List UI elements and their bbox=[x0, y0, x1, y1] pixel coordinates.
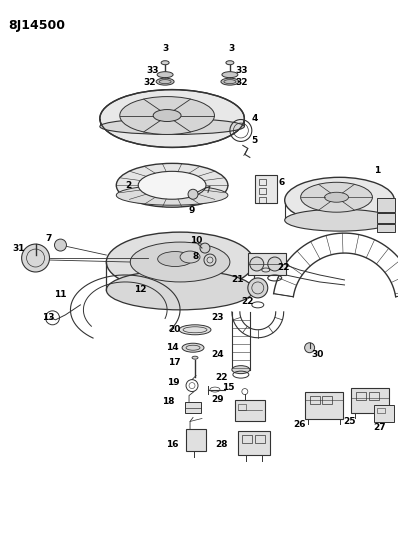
Text: 25: 25 bbox=[343, 417, 356, 426]
Ellipse shape bbox=[221, 78, 239, 85]
Text: 6: 6 bbox=[279, 178, 285, 187]
Text: 27: 27 bbox=[373, 423, 386, 432]
Ellipse shape bbox=[285, 177, 394, 223]
Text: 11: 11 bbox=[54, 290, 67, 300]
Text: 32: 32 bbox=[235, 78, 248, 87]
Text: 2: 2 bbox=[125, 181, 131, 190]
Bar bbox=[356, 392, 366, 400]
Text: 33: 33 bbox=[146, 66, 158, 75]
Text: 22: 22 bbox=[241, 297, 254, 306]
Text: 16: 16 bbox=[166, 440, 178, 449]
Text: 3: 3 bbox=[229, 44, 235, 53]
Ellipse shape bbox=[106, 232, 254, 292]
Text: 28: 28 bbox=[216, 440, 228, 449]
Text: 9: 9 bbox=[189, 206, 195, 215]
Ellipse shape bbox=[116, 163, 228, 207]
Ellipse shape bbox=[179, 325, 211, 335]
Text: 10: 10 bbox=[190, 236, 202, 245]
Ellipse shape bbox=[156, 78, 174, 85]
Ellipse shape bbox=[222, 71, 238, 78]
Bar bbox=[259, 179, 266, 185]
Bar bbox=[185, 401, 201, 414]
Text: 19: 19 bbox=[167, 378, 180, 387]
Text: 31: 31 bbox=[12, 244, 25, 253]
Ellipse shape bbox=[301, 182, 372, 212]
Text: 24: 24 bbox=[211, 350, 224, 359]
Text: 18: 18 bbox=[162, 397, 174, 406]
Ellipse shape bbox=[192, 356, 198, 359]
Text: 23: 23 bbox=[212, 313, 224, 322]
Text: 12: 12 bbox=[134, 285, 146, 294]
Bar bbox=[377, 213, 395, 223]
Bar bbox=[377, 224, 395, 232]
Ellipse shape bbox=[130, 242, 230, 282]
Bar bbox=[369, 392, 379, 400]
Bar bbox=[242, 435, 252, 443]
Text: 22: 22 bbox=[216, 373, 228, 382]
Text: 22: 22 bbox=[277, 263, 290, 272]
Ellipse shape bbox=[285, 209, 394, 231]
Text: 33: 33 bbox=[235, 66, 248, 75]
Ellipse shape bbox=[138, 171, 206, 199]
Ellipse shape bbox=[161, 61, 169, 64]
Circle shape bbox=[188, 189, 198, 199]
Ellipse shape bbox=[226, 61, 234, 64]
Circle shape bbox=[204, 254, 216, 266]
Bar bbox=[304, 392, 342, 419]
Circle shape bbox=[250, 257, 264, 271]
Ellipse shape bbox=[153, 110, 181, 122]
Text: 29: 29 bbox=[211, 395, 224, 404]
Text: 3: 3 bbox=[162, 44, 168, 53]
Text: 1: 1 bbox=[374, 166, 381, 175]
Text: 30: 30 bbox=[311, 350, 324, 359]
Text: 15: 15 bbox=[222, 383, 234, 392]
Ellipse shape bbox=[182, 343, 204, 352]
Ellipse shape bbox=[232, 366, 250, 374]
Bar bbox=[238, 403, 246, 409]
Text: 17: 17 bbox=[168, 358, 180, 367]
Circle shape bbox=[248, 278, 268, 298]
Ellipse shape bbox=[100, 90, 244, 148]
Circle shape bbox=[268, 257, 282, 271]
Circle shape bbox=[200, 243, 210, 253]
Bar bbox=[322, 395, 332, 403]
Bar bbox=[255, 435, 265, 443]
Ellipse shape bbox=[158, 252, 193, 266]
Text: 4: 4 bbox=[252, 114, 258, 123]
Bar bbox=[377, 408, 385, 414]
Text: 8J14500: 8J14500 bbox=[9, 19, 66, 32]
Text: 5: 5 bbox=[252, 136, 258, 145]
Ellipse shape bbox=[120, 96, 214, 134]
Ellipse shape bbox=[116, 185, 228, 205]
Text: 14: 14 bbox=[166, 343, 178, 352]
Bar bbox=[259, 188, 266, 194]
Circle shape bbox=[22, 244, 49, 272]
Text: 7: 7 bbox=[45, 233, 52, 243]
Circle shape bbox=[55, 239, 67, 251]
Text: 26: 26 bbox=[293, 420, 306, 429]
Bar bbox=[248, 253, 286, 275]
Ellipse shape bbox=[100, 118, 244, 134]
Bar bbox=[238, 431, 270, 455]
Text: 32: 32 bbox=[143, 78, 156, 87]
Text: 8: 8 bbox=[193, 252, 199, 261]
Bar bbox=[310, 395, 320, 403]
Text: 20: 20 bbox=[168, 325, 180, 334]
Ellipse shape bbox=[324, 192, 348, 202]
Ellipse shape bbox=[180, 251, 200, 263]
Ellipse shape bbox=[157, 71, 173, 78]
Text: 13: 13 bbox=[42, 313, 55, 322]
Bar bbox=[259, 197, 266, 203]
Bar bbox=[235, 400, 265, 422]
Bar bbox=[186, 430, 206, 451]
Ellipse shape bbox=[106, 270, 254, 310]
Bar bbox=[377, 198, 395, 212]
Bar bbox=[255, 175, 277, 203]
Text: 21: 21 bbox=[231, 276, 244, 285]
Circle shape bbox=[304, 343, 314, 353]
Bar bbox=[352, 387, 389, 414]
Bar bbox=[374, 405, 394, 423]
